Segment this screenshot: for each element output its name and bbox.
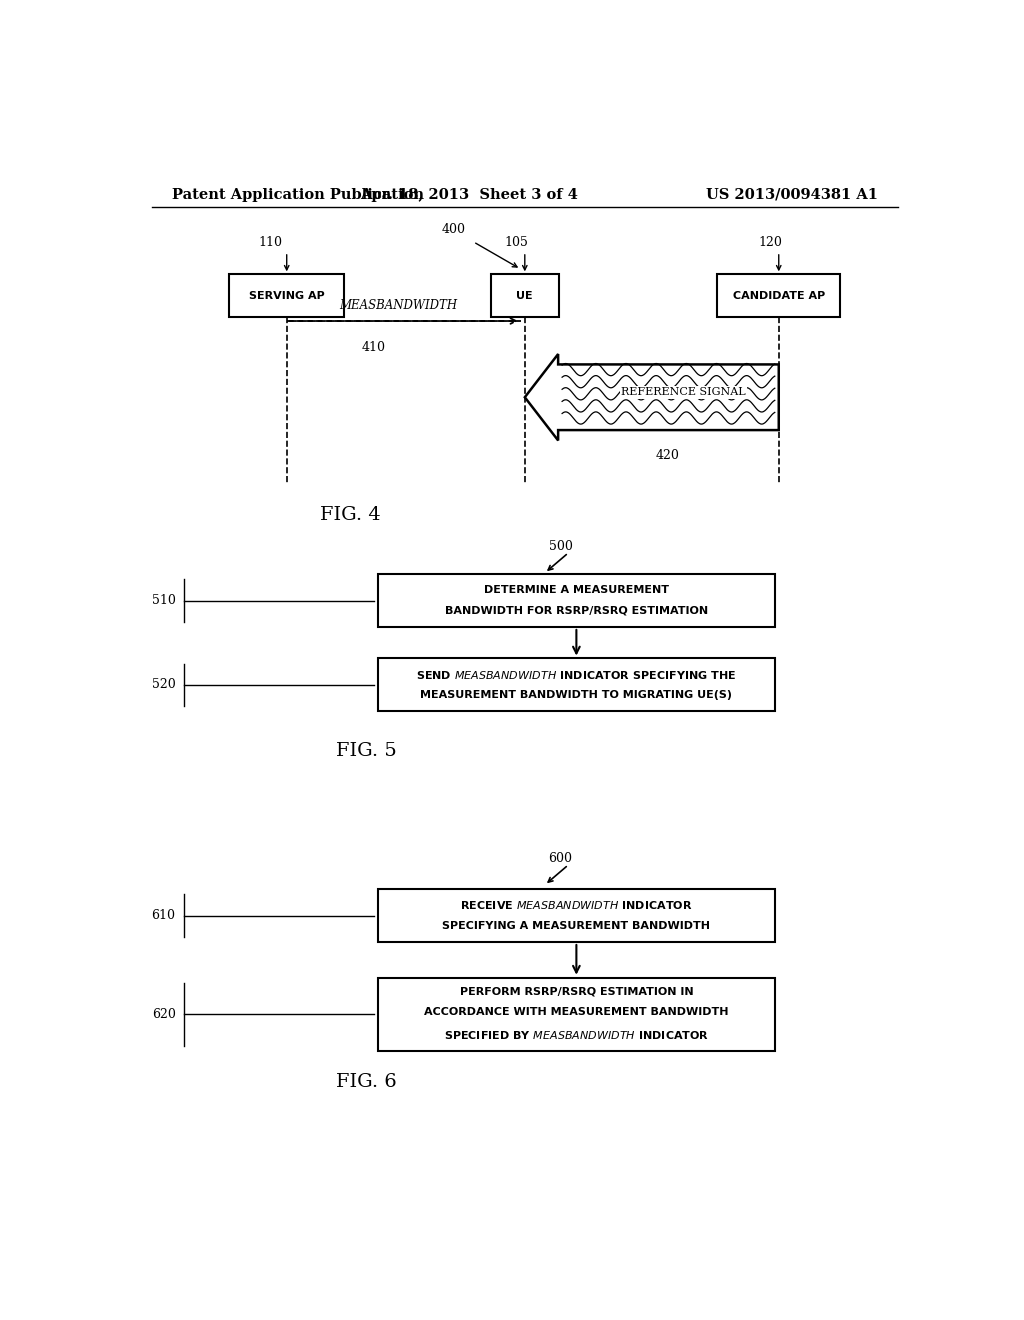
FancyBboxPatch shape [378,978,775,1051]
Text: 520: 520 [152,678,176,692]
FancyBboxPatch shape [229,275,344,317]
Text: CANDIDATE AP: CANDIDATE AP [732,290,825,301]
Text: 600: 600 [549,851,572,865]
Text: Apr. 18, 2013  Sheet 3 of 4: Apr. 18, 2013 Sheet 3 of 4 [360,187,579,202]
Text: 110: 110 [259,236,283,249]
Text: BANDWIDTH FOR RSRP/RSRQ ESTIMATION: BANDWIDTH FOR RSRP/RSRQ ESTIMATION [444,606,708,615]
Text: SEND $\it{MEASBANDWIDTH}$ INDICATOR SPECIFYING THE: SEND $\it{MEASBANDWIDTH}$ INDICATOR SPEC… [417,669,736,681]
Text: 105: 105 [505,236,528,249]
Text: 410: 410 [362,342,386,354]
Text: UE: UE [516,290,534,301]
Text: 400: 400 [441,223,465,236]
FancyBboxPatch shape [378,890,775,942]
Text: FIG. 6: FIG. 6 [336,1073,396,1092]
Text: Patent Application Publication: Patent Application Publication [172,187,424,202]
Text: SPECIFYING A MEASUREMENT BANDWIDTH: SPECIFYING A MEASUREMENT BANDWIDTH [442,921,711,931]
Text: US 2013/0094381 A1: US 2013/0094381 A1 [706,187,878,202]
Text: 610: 610 [152,909,176,923]
Text: FIG. 5: FIG. 5 [336,742,396,760]
Text: 510: 510 [152,594,176,607]
Text: 620: 620 [152,1007,176,1020]
FancyBboxPatch shape [378,574,775,627]
Text: FIG. 4: FIG. 4 [319,506,381,524]
Text: 420: 420 [655,449,680,462]
Text: MEASBANDWIDTH: MEASBANDWIDTH [339,298,457,312]
Text: RECEIVE $\it{MEASBANDWIDTH}$ INDICATOR: RECEIVE $\it{MEASBANDWIDTH}$ INDICATOR [460,899,692,911]
FancyBboxPatch shape [717,275,841,317]
Text: SERVING AP: SERVING AP [249,290,325,301]
Text: DETERMINE A MEASUREMENT: DETERMINE A MEASUREMENT [484,585,669,595]
Text: REFERENCE SIGNAL: REFERENCE SIGNAL [622,387,745,397]
FancyBboxPatch shape [492,275,558,317]
Text: PERFORM RSRP/RSRQ ESTIMATION IN: PERFORM RSRP/RSRQ ESTIMATION IN [460,987,693,997]
Text: ACCORDANCE WITH MEASUREMENT BANDWIDTH: ACCORDANCE WITH MEASUREMENT BANDWIDTH [424,1007,729,1018]
Text: SPECIFIED BY $\it{MEASBANDWIDTH}$ INDICATOR: SPECIFIED BY $\it{MEASBANDWIDTH}$ INDICA… [443,1028,709,1040]
Text: 500: 500 [549,540,572,553]
Text: MEASUREMENT BANDWIDTH TO MIGRATING UE(S): MEASUREMENT BANDWIDTH TO MIGRATING UE(S) [421,690,732,700]
Text: 120: 120 [759,236,782,249]
FancyBboxPatch shape [378,659,775,711]
